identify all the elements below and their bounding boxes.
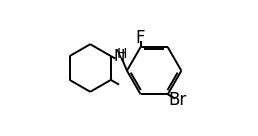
Text: F: F — [136, 29, 145, 47]
Text: H: H — [117, 47, 127, 61]
Text: Br: Br — [169, 91, 187, 109]
Text: N: N — [113, 49, 125, 64]
